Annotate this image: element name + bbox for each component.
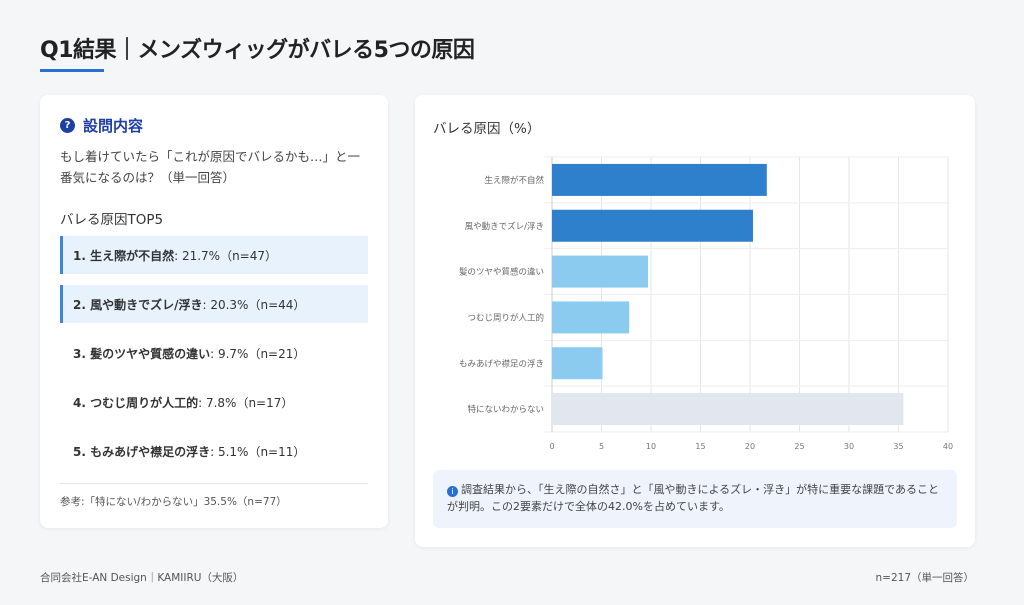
top5-list: 1. 生え際が不自然: 21.7%（n=47） 2. 風や動きでズレ/浮き: 20… <box>60 236 368 470</box>
top5-heading: バレる原因TOP5 <box>60 212 164 228</box>
question-text: もし着けていたら「これが原因でバレるかも…」と一番気になるのは？（単一回答） <box>60 149 361 185</box>
item-label: 3. 髪のツヤや質感の違い <box>73 346 211 361</box>
x-tick-label: 5 <box>599 442 604 451</box>
question-heading-label: 設問内容 <box>83 117 144 135</box>
top5-item: 2. 風や動きでズレ/浮き: 20.3%（n=44） <box>60 285 368 323</box>
x-tick-label: 15 <box>695 442 705 451</box>
top5-item: 4. つむじ周りが人工的: 7.8%（n=17） <box>60 383 368 421</box>
x-tick-label: 10 <box>646 442 656 451</box>
y-category-label: 髪のツヤや質感の違い <box>459 267 544 278</box>
x-tick-label: 20 <box>745 442 755 451</box>
x-tick-label: 30 <box>844 442 854 451</box>
item-label: 2. 風や動きでズレ/浮き <box>73 297 203 312</box>
insight-text: 調査結果から、「生え際の自然さ」と「風や動きによるズレ・浮き」が特に重要な課題で… <box>447 483 940 513</box>
question-circle-icon: ? <box>60 118 75 133</box>
bar <box>552 209 753 242</box>
item-value: : 9.7%（n=21） <box>210 346 306 361</box>
bar <box>552 301 630 334</box>
item-value: : 20.3%（n=44） <box>202 297 306 312</box>
item-value: : 7.8%（n=17） <box>198 395 294 410</box>
footer-sample: n=217（単一回答） <box>875 572 975 584</box>
item-label: 5. もみあげや襟足の浮き <box>73 444 211 459</box>
bar <box>552 163 767 196</box>
item-label: 4. つむじ周りが人工的 <box>73 395 199 410</box>
y-category-label: 風や動きでズレ/浮き <box>465 221 544 232</box>
y-category-label: 特にないわからない <box>467 404 544 415</box>
question-heading: ? 設問内容 <box>60 115 368 136</box>
y-category-label: つむじ周りが人工的 <box>467 312 544 323</box>
x-tick-label: 25 <box>794 442 804 451</box>
y-category-label: 生え際が不自然 <box>484 175 544 186</box>
item-label: 1. 生え際が不自然 <box>73 248 175 263</box>
footer-company: 合同会社E-AN Design｜KAMIIRU（大阪） <box>40 572 244 584</box>
question-card: ? 設問内容 もし着けていたら「これが原因でバレるかも…」と一番気になるのは？（… <box>40 95 388 528</box>
info-circle-icon: i <box>447 486 458 497</box>
insight-box: i 調査結果から、「生え際の自然さ」と「風や動きによるズレ・浮き」が特に重要な課題… <box>433 470 957 528</box>
x-tick-label: 40 <box>943 442 953 451</box>
x-tick-label: 35 <box>893 442 903 451</box>
chart-card: バレる原因（%） 0 5 10 15 20 25 30 35 40 生え際が不自然風や動きでズレ/… <box>415 95 975 547</box>
y-category-label: もみあげや襟足の浮き <box>459 358 544 369</box>
bar <box>552 393 904 426</box>
x-tick-label: 0 <box>549 442 554 451</box>
top5-item: 1. 生え際が不自然: 21.7%（n=47） <box>60 236 368 274</box>
item-value: : 21.7%（n=47） <box>174 248 278 263</box>
reference-note: 参考:「特にない/わからない」35.5%（n=77） <box>60 483 368 509</box>
top5-item: 5. もみあげや襟足の浮き: 5.1%（n=11） <box>60 432 368 470</box>
item-value: : 5.1%（n=11） <box>210 444 306 459</box>
chart-title: バレる原因（%） <box>433 121 541 137</box>
title-underline <box>40 69 104 72</box>
page-title: Q1結果｜メンズウィッグがバレる5つの原因 <box>40 38 475 63</box>
bar <box>552 255 649 288</box>
bar <box>552 347 603 380</box>
top5-item: 3. 髪のツヤや質感の違い: 9.7%（n=21） <box>60 334 368 372</box>
bar-chart: 0 5 10 15 20 25 30 35 40 生え際が不自然風や動きでズレ/浮き髪のツヤや質感… <box>459 156 953 451</box>
